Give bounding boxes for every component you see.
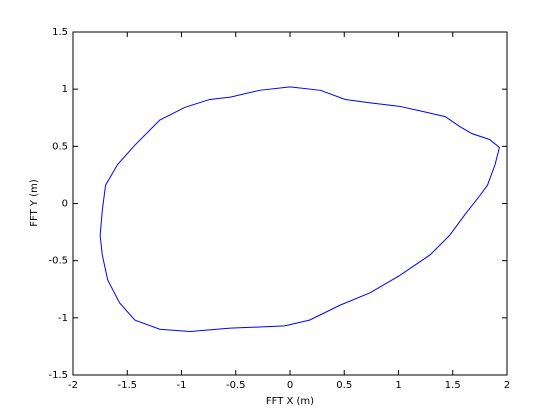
x-tick-label: 2 — [504, 380, 510, 391]
x-tick-label: 1 — [395, 380, 401, 391]
x-tick-label: -0.5 — [226, 380, 246, 391]
y-tick-label: -0.5 — [48, 256, 68, 267]
x-tick-label: 0 — [287, 380, 293, 391]
y-tick-label: 1.5 — [52, 27, 68, 38]
axes-box — [72, 31, 508, 376]
x-tick-label: -2 — [68, 380, 78, 391]
y-tick-label: 0.5 — [52, 141, 68, 152]
y-tick-label: 0 — [62, 199, 68, 210]
y-axis-label: FFT Y (m) — [29, 179, 40, 227]
x-tick-label: -1.5 — [117, 380, 137, 391]
y-tick-label: 1 — [62, 84, 68, 95]
x-axis-label: FFT X (m) — [266, 396, 314, 407]
x-tick-label: 0.5 — [336, 380, 352, 391]
x-tick-label: 1.5 — [445, 380, 461, 391]
y-tick-label: -1 — [58, 313, 68, 324]
y-tick-label: -1.5 — [48, 370, 68, 381]
data-line — [99, 86, 500, 333]
x-tick-label: -1 — [177, 380, 187, 391]
